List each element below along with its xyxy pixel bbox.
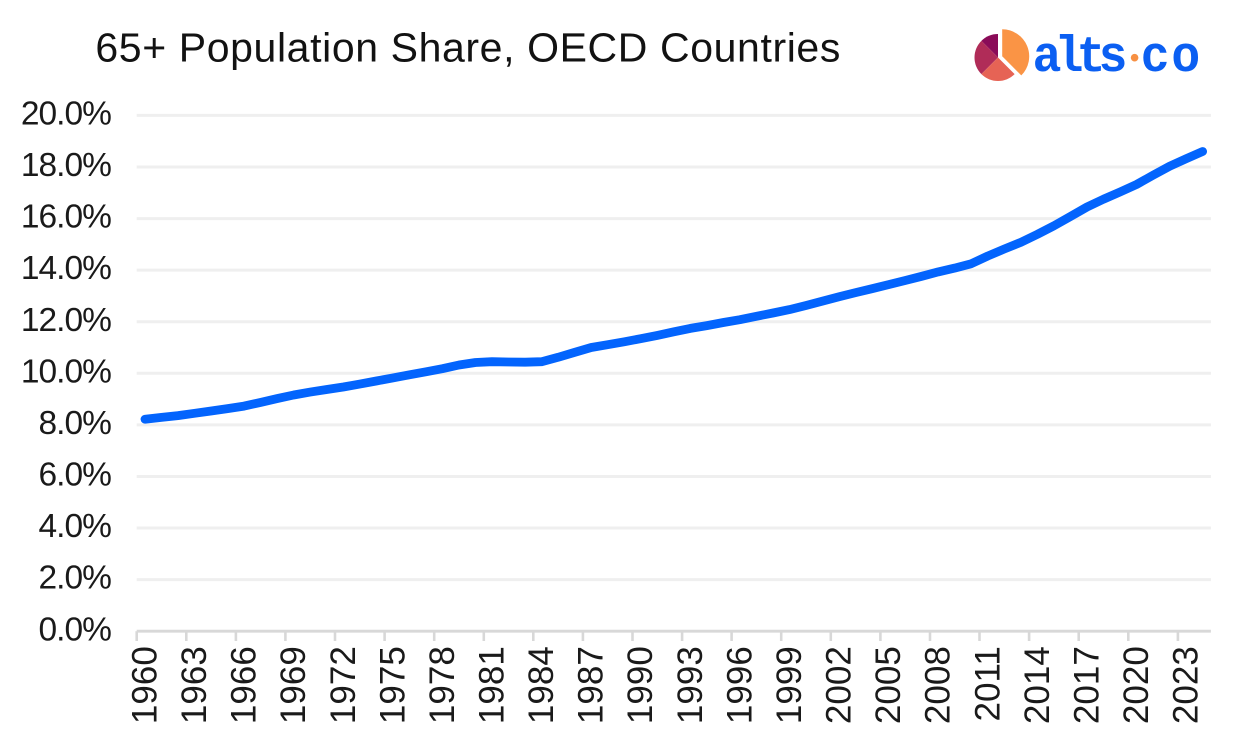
svg-text:1987: 1987 [572,646,611,724]
svg-text:8.0%: 8.0% [39,405,112,442]
svg-text:2014: 2014 [1018,646,1057,724]
svg-text:2011: 2011 [968,646,1007,721]
svg-text:1975: 1975 [373,646,412,724]
svg-text:14.0%: 14.0% [21,250,111,287]
svg-text:1966: 1966 [225,646,264,724]
svg-text:10.0%: 10.0% [21,353,111,390]
svg-text:1993: 1993 [671,646,710,724]
svg-text:1984: 1984 [522,646,561,724]
svg-text:6.0%: 6.0% [39,457,112,494]
svg-text:16.0%: 16.0% [21,199,111,236]
svg-text:1999: 1999 [770,646,809,724]
svg-text:65+ Population Share, OECD Cou: 65+ Population Share, OECD Countries [95,25,841,71]
svg-text:1969: 1969 [274,646,313,724]
svg-text:2008: 2008 [919,646,958,724]
svg-text:1990: 1990 [621,646,660,724]
svg-text:12.0%: 12.0% [21,302,111,339]
svg-text:alts: alts [1033,28,1125,86]
svg-text:2.0%: 2.0% [39,560,112,597]
svg-text:18.0%: 18.0% [21,147,111,184]
svg-text:2023: 2023 [1167,646,1206,724]
svg-text:1963: 1963 [175,646,214,724]
svg-text:4.0%: 4.0% [39,508,112,545]
svg-text:1972: 1972 [324,646,363,724]
svg-text:1996: 1996 [720,646,759,724]
svg-text:0.0%: 0.0% [39,611,112,648]
svg-text:co: co [1141,28,1202,86]
svg-text:1981: 1981 [473,646,512,724]
svg-text:2020: 2020 [1117,646,1156,724]
svg-text:1978: 1978 [423,646,462,724]
svg-text:2002: 2002 [820,646,859,724]
svg-text:20.0%: 20.0% [21,96,111,133]
svg-text:2005: 2005 [869,646,908,724]
svg-text:1960: 1960 [126,646,165,724]
svg-text:2017: 2017 [1068,646,1107,724]
